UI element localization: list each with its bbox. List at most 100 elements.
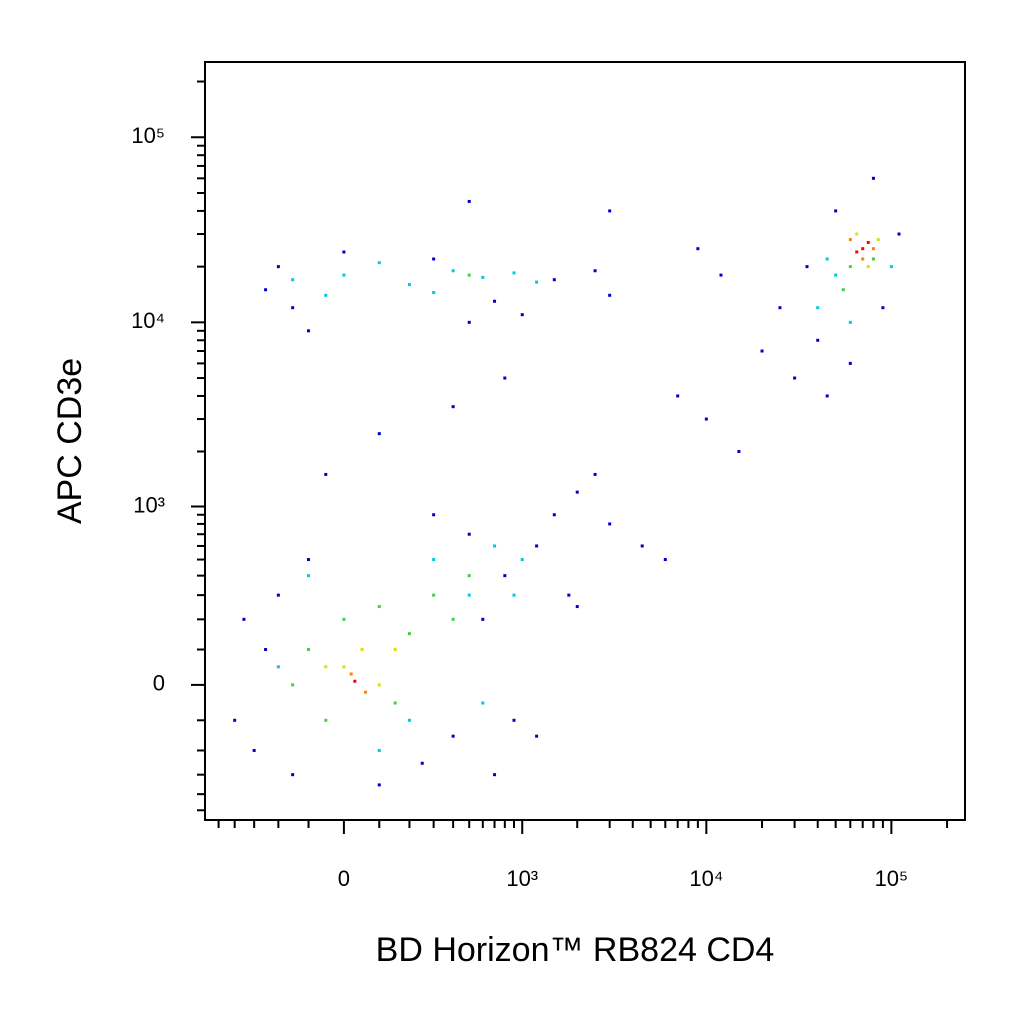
event-dot xyxy=(324,293,328,297)
event-dot xyxy=(552,513,556,517)
event-dot xyxy=(855,250,859,254)
x-tick-label: 10⁴ xyxy=(689,866,723,891)
event-dot xyxy=(608,209,612,213)
event-dot xyxy=(324,472,328,476)
event-dot xyxy=(467,532,471,536)
x-axis-label: BD Horizon™ RB824 CD4 xyxy=(376,931,775,969)
event-dot xyxy=(342,273,346,277)
event-dot xyxy=(264,288,268,292)
event-dot xyxy=(834,209,838,213)
event-dot xyxy=(593,269,597,273)
event-dot xyxy=(481,275,485,279)
event-dot xyxy=(291,306,295,310)
y-axis-label: APC CD3e xyxy=(51,358,89,524)
event-dot xyxy=(432,290,436,294)
event-dot xyxy=(349,672,353,676)
event-dot xyxy=(291,278,295,282)
event-dot xyxy=(377,783,381,787)
event-dot xyxy=(512,593,516,597)
event-dot xyxy=(377,748,381,752)
event-dot xyxy=(342,665,346,669)
y-tick-label: 10⁴ xyxy=(131,308,165,333)
event-dot xyxy=(866,241,870,245)
event-dot xyxy=(608,522,612,526)
event-dot xyxy=(793,376,797,380)
event-dot xyxy=(575,605,579,609)
plot-frame xyxy=(204,61,966,821)
event-dot xyxy=(307,574,311,578)
event-dot xyxy=(360,648,364,652)
y-tick-label: 10³ xyxy=(133,492,165,517)
event-dot xyxy=(825,257,829,261)
event-dot xyxy=(866,265,870,269)
event-dot xyxy=(663,558,667,562)
event-dot xyxy=(276,665,280,669)
event-dot xyxy=(512,271,516,275)
event-dot xyxy=(889,265,893,269)
event-dot xyxy=(432,558,436,562)
event-dot xyxy=(307,329,311,333)
event-dot xyxy=(535,280,539,284)
event-dot xyxy=(307,648,311,652)
event-dot xyxy=(861,247,865,251)
event-dot xyxy=(364,690,368,694)
event-dot xyxy=(535,544,539,548)
event-dot xyxy=(377,432,381,436)
event-dot xyxy=(353,679,357,683)
event-dot xyxy=(841,288,845,292)
event-dot xyxy=(377,605,381,609)
event-dot xyxy=(520,313,524,317)
event-dot xyxy=(264,648,268,652)
event-dot xyxy=(696,247,700,251)
event-dot xyxy=(493,544,497,548)
event-dot xyxy=(861,257,865,261)
event-dot xyxy=(407,718,411,722)
event-dot xyxy=(407,283,411,287)
event-dot xyxy=(467,593,471,597)
event-dot xyxy=(242,617,246,621)
x-tick-label: 10³ xyxy=(506,866,538,891)
event-dot xyxy=(324,718,328,722)
y-tick-label: 0 xyxy=(153,671,165,696)
event-dot xyxy=(881,306,885,310)
event-dot xyxy=(876,238,880,242)
event-dot xyxy=(276,593,280,597)
event-dot xyxy=(834,273,838,277)
event-dot xyxy=(816,338,820,342)
x-tick-label: 0 xyxy=(338,866,350,891)
event-dot xyxy=(451,405,455,409)
event-dot xyxy=(535,734,539,738)
event-dot xyxy=(481,701,485,705)
event-dot xyxy=(760,349,764,353)
event-dot xyxy=(825,394,829,398)
event-dot xyxy=(451,269,455,273)
event-dot xyxy=(432,513,436,517)
y-tick-label: 10⁵ xyxy=(131,123,165,148)
event-dot xyxy=(342,250,346,254)
event-dot xyxy=(291,773,295,777)
event-dot xyxy=(342,617,346,621)
event-dot xyxy=(451,734,455,738)
event-dot xyxy=(493,299,497,303)
event-dot xyxy=(575,490,579,494)
event-dot xyxy=(432,257,436,261)
event-dot xyxy=(805,265,809,269)
event-dot xyxy=(377,261,381,265)
event-dot xyxy=(467,574,471,578)
event-dot xyxy=(451,617,455,621)
event-dot xyxy=(377,683,381,687)
event-dot xyxy=(552,278,556,282)
event-dot xyxy=(848,238,852,242)
event-dot xyxy=(593,472,597,476)
event-dot xyxy=(512,718,516,722)
event-dot xyxy=(871,247,875,251)
event-dot xyxy=(567,593,571,597)
event-dot xyxy=(676,394,680,398)
event-dot xyxy=(307,558,311,562)
event-dot xyxy=(276,265,280,269)
event-dot xyxy=(816,306,820,310)
event-dot xyxy=(493,773,497,777)
event-dot xyxy=(737,449,741,453)
event-dot xyxy=(252,748,256,752)
